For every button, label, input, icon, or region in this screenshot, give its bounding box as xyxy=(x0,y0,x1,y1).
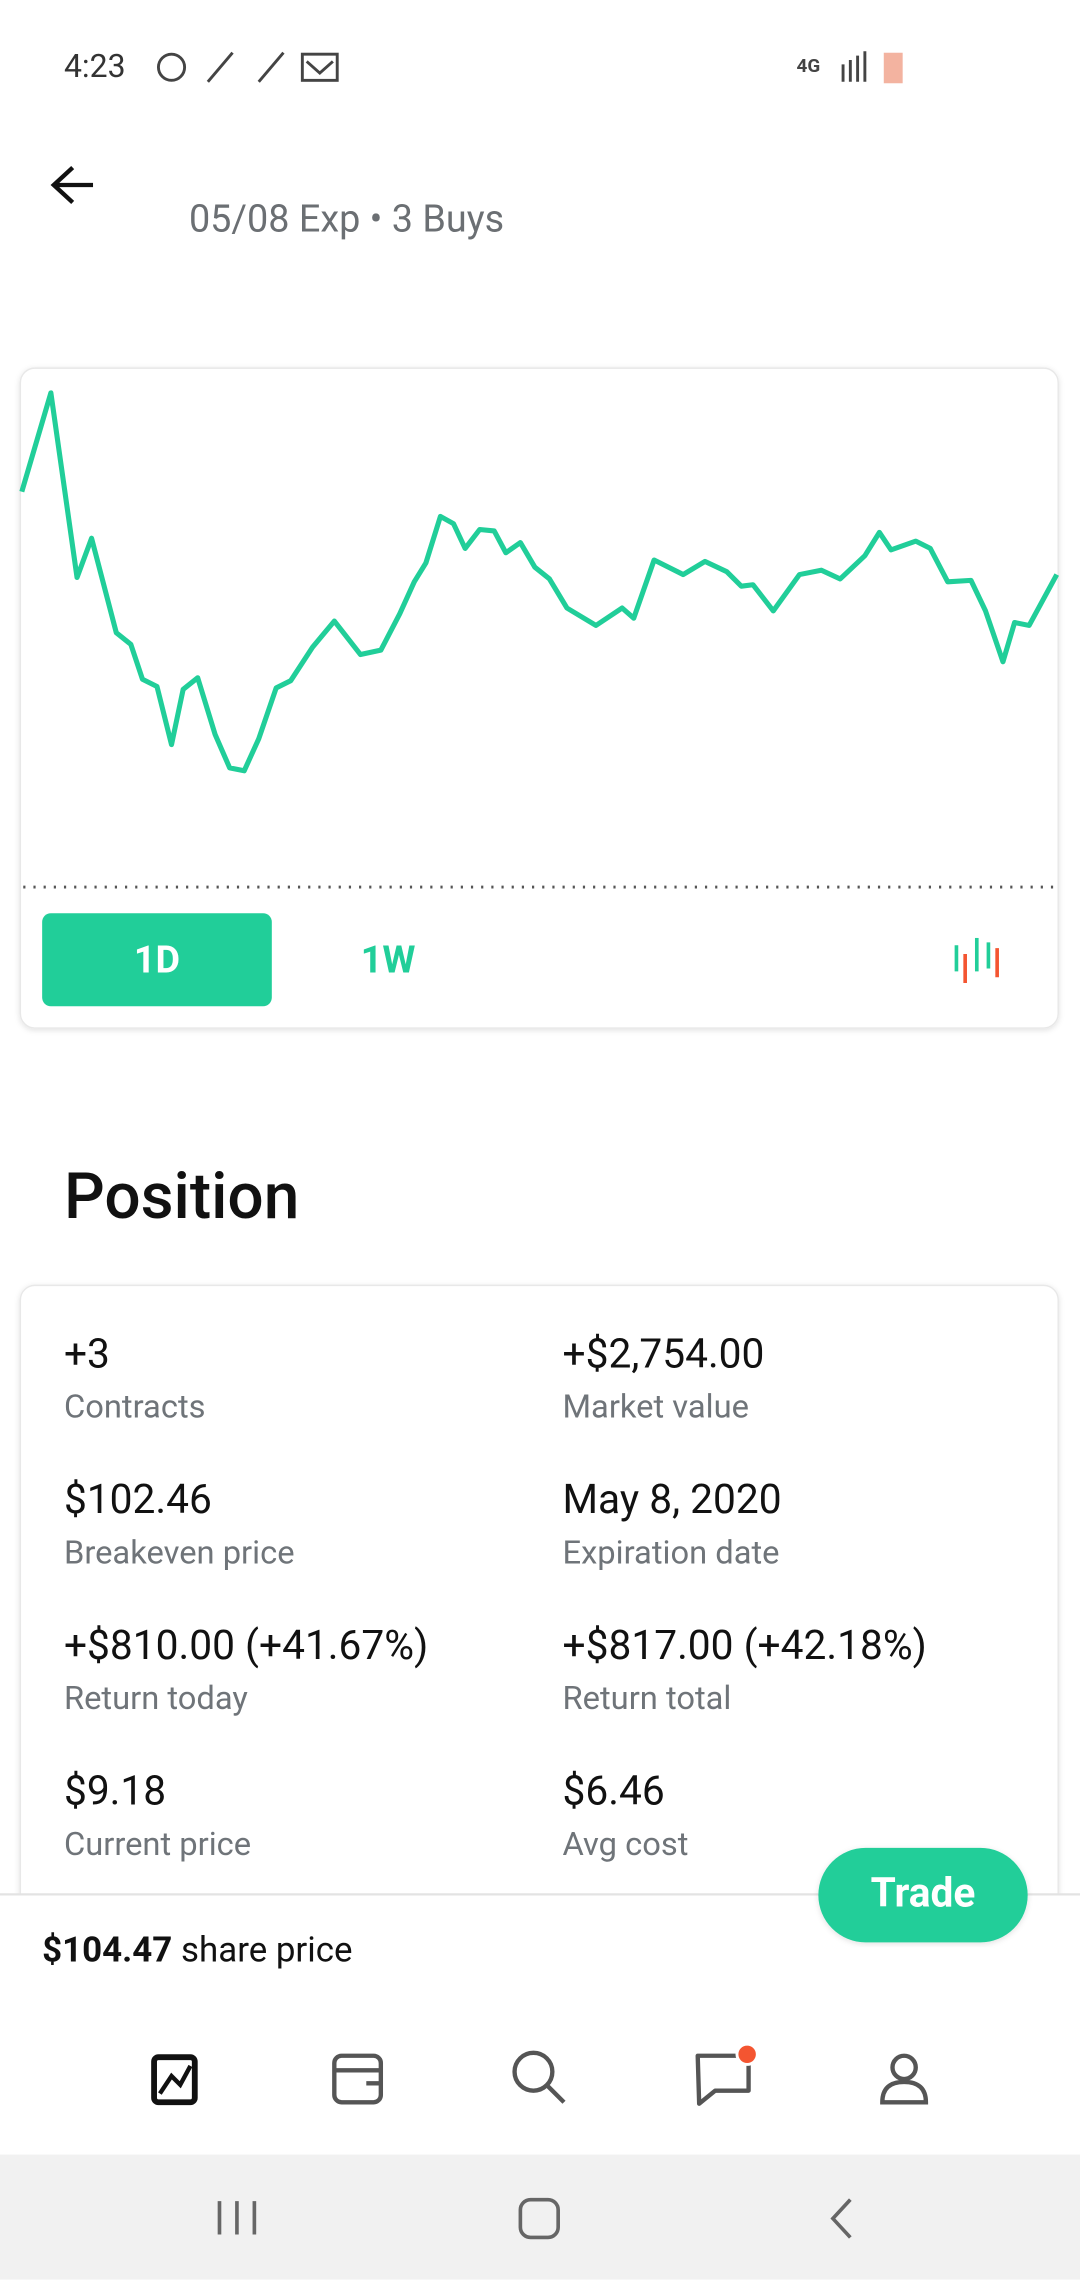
network-icon: 4G xyxy=(797,54,821,77)
item-label: Contracts xyxy=(64,1388,206,1426)
share-price-value: $104.47 xyxy=(42,1930,172,1971)
back-button[interactable] xyxy=(50,165,94,205)
home[interactable] xyxy=(518,2197,560,2240)
item-value: $102.46 xyxy=(64,1475,212,1523)
item-value: +$2,754.00 xyxy=(563,1329,765,1377)
nav-account[interactable] xyxy=(880,2053,929,2105)
section-title: Position xyxy=(64,1159,299,1234)
item-value: +$810.00 (+41.67%) xyxy=(64,1621,428,1669)
item-value: May 8, 2020 xyxy=(563,1475,782,1523)
share-price-label: share price xyxy=(181,1930,352,1971)
item-label: Avg cost xyxy=(563,1825,689,1863)
subtitle: 05/08 Exp • 3 Buys xyxy=(189,197,504,241)
system-buttons xyxy=(217,2197,852,2240)
status-time: 4:23 xyxy=(64,47,126,85)
item-label: Expiration date xyxy=(563,1533,780,1571)
recent-apps[interactable] xyxy=(217,2201,257,2235)
tab-label: 1D xyxy=(134,939,180,983)
share-price: $104.47 share price xyxy=(42,1930,352,1971)
nav-home[interactable] xyxy=(151,2054,198,2106)
price-line xyxy=(19,390,1059,774)
item-label: Return today xyxy=(64,1679,248,1717)
chart-card xyxy=(19,367,1059,1029)
candlestick-toggle[interactable] xyxy=(954,937,999,984)
status-icons xyxy=(156,51,903,84)
nav-messages[interactable] xyxy=(695,2042,759,2106)
item-label: Return total xyxy=(563,1679,732,1717)
trade-label: Trade xyxy=(871,1869,976,1917)
tab-label[interactable]: 1W xyxy=(361,939,416,983)
nav-wallet[interactable] xyxy=(332,2053,384,2105)
nav-search[interactable] xyxy=(512,2050,566,2104)
item-label: Breakeven price xyxy=(64,1533,295,1571)
item-value: +3 xyxy=(64,1329,110,1377)
bottom-nav xyxy=(151,2042,929,2106)
item-label: Market value xyxy=(563,1388,749,1426)
trade-button[interactable] xyxy=(818,1847,1028,1943)
position-grid: +3 Contracts +$2,754.00 Market value $102.46… xyxy=(64,1329,927,1863)
item-label: Current price xyxy=(64,1825,251,1863)
tab-1d[interactable] xyxy=(42,913,272,1007)
item-value: +$817.00 (+42.18%) xyxy=(563,1621,927,1669)
item-value: $6.46 xyxy=(563,1767,665,1815)
back[interactable] xyxy=(830,2198,852,2239)
item-value: $9.18 xyxy=(64,1767,166,1815)
system-nav xyxy=(0,2154,1080,2280)
